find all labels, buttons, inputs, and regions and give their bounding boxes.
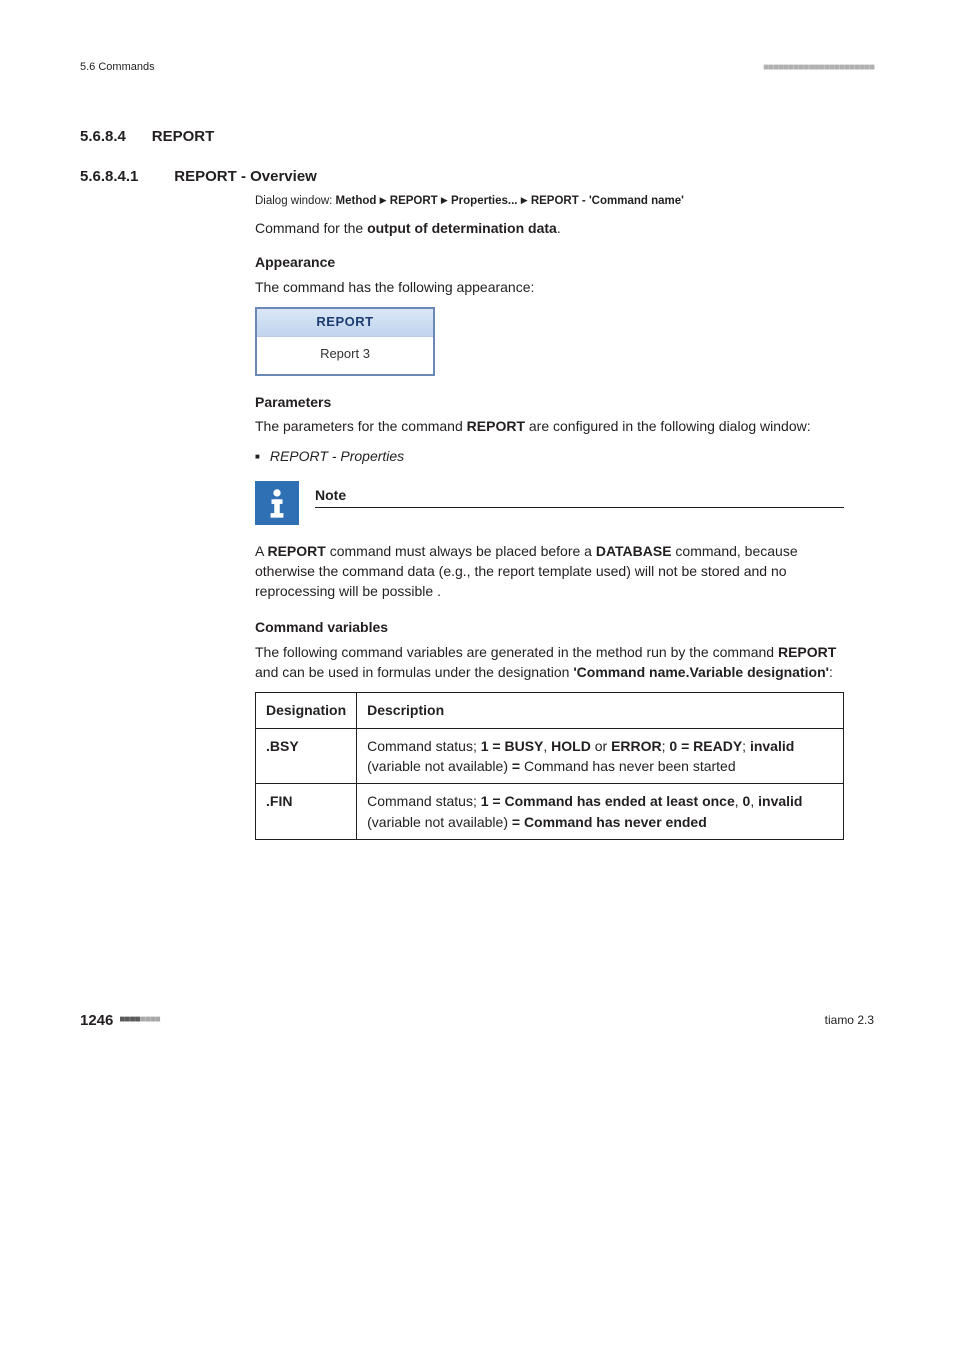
report-box-body: Report 3 (257, 337, 433, 374)
section-title-1: REPORT (152, 128, 215, 145)
command-variables-heading: Command variables (255, 617, 844, 637)
intro-t2: output of determination data (367, 220, 557, 236)
chevron-right-icon: ▶ (441, 195, 448, 205)
cv-intro-t4: 'Command name.Variable designation' (573, 664, 829, 680)
table-header-description: Description (357, 693, 844, 728)
note-text: A REPORT command must always be placed b… (255, 541, 844, 602)
note-t2: REPORT (267, 543, 325, 559)
section-number-1: 5.6.8.4 (80, 128, 126, 145)
chevron-right-icon: ▶ (521, 195, 528, 205)
dialog-p2: REPORT (390, 195, 438, 207)
table-cell-designation: .FIN (256, 784, 357, 840)
section-title-2: REPORT - Overview (174, 168, 317, 185)
note-t4: DATABASE (596, 543, 672, 559)
command-variables-table: Designation Description .BSYCommand stat… (255, 692, 844, 839)
table-row: .FINCommand status; 1 = Command has ende… (256, 784, 844, 840)
dialog-window-path: Dialog window: Method ▶ REPORT ▶ Propert… (255, 193, 844, 210)
header-section-path: 5.6 Commands (80, 60, 155, 76)
parameters-t2: REPORT (467, 418, 525, 434)
footer-product-version: tiamo 2.3 (825, 1012, 874, 1029)
parameters-list-item: REPORT - Properties (255, 446, 844, 466)
note-t1: A (255, 543, 267, 559)
report-command-box: REPORT Report 3 (255, 307, 435, 376)
footer-left: 1246 ■■■■■■■■ (80, 1010, 160, 1032)
intro-text: Command for the output of determination … (255, 218, 844, 238)
dialog-p1: Method (336, 195, 377, 207)
intro-t3: . (557, 220, 561, 236)
parameters-text: The parameters for the command REPORT ar… (255, 416, 844, 436)
note-t3: command must always be placed before a (326, 543, 596, 559)
parameters-t3: are configured in the following dialog w… (525, 418, 811, 434)
table-row: .BSYCommand status; 1 = BUSY, HOLD or ER… (256, 728, 844, 784)
table-cell-description: Command status; 1 = BUSY, HOLD or ERROR;… (357, 728, 844, 784)
table-cell-description: Command status; 1 = Command has ended at… (357, 784, 844, 840)
dialog-p4: REPORT - 'Command name' (531, 195, 684, 207)
intro-t1: Command for the (255, 220, 367, 236)
cv-intro-t3: and can be used in formulas under the de… (255, 664, 573, 680)
cv-intro-t5: : (829, 664, 833, 680)
dialog-p3: Properties... (451, 195, 517, 207)
table-cell-designation: .BSY (256, 728, 357, 784)
chevron-right-icon: ▶ (380, 195, 387, 205)
footer-decor-dots: ■■■■■■■■ (119, 1013, 159, 1028)
header-decor-dots: ■■■■■■■■■■■■■■■■■■■■■■ (763, 61, 874, 76)
dialog-prefix: Dialog window: (255, 195, 336, 207)
appearance-text: The command has the following appearance… (255, 277, 844, 297)
footer-page-number: 1246 (80, 1010, 113, 1032)
parameters-heading: Parameters (255, 392, 844, 412)
cv-intro-t1: The following command variables are gene… (255, 644, 778, 660)
parameters-t1: The parameters for the command (255, 418, 467, 434)
section-number-2: 5.6.8.4.1 (80, 168, 138, 185)
info-icon (255, 481, 299, 525)
table-header-designation: Designation (256, 693, 357, 728)
command-variables-intro: The following command variables are gene… (255, 642, 844, 683)
note-label: Note (315, 485, 844, 508)
report-box-title: REPORT (257, 309, 433, 337)
cv-intro-t2: REPORT (778, 644, 836, 660)
appearance-heading: Appearance (255, 252, 844, 272)
note-block: Note A REPORT command must always be pla… (255, 481, 844, 602)
